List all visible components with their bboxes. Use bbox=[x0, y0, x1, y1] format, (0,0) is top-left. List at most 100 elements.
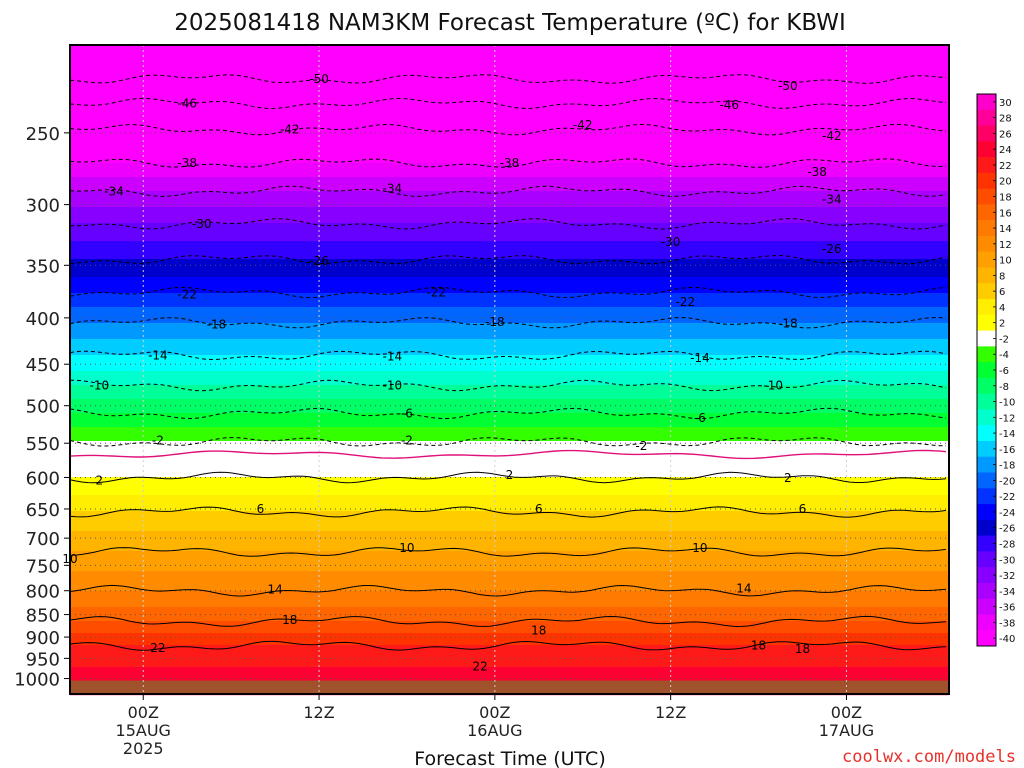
temp-band bbox=[70, 589, 949, 592]
colorbar-swatch bbox=[977, 299, 996, 316]
temp-band bbox=[70, 291, 949, 294]
colorbar-swatch bbox=[977, 157, 996, 174]
temp-band bbox=[70, 67, 949, 70]
x-tick-label: 00Z bbox=[479, 703, 510, 722]
temp-band bbox=[70, 371, 949, 374]
plot-fill-layer bbox=[70, 45, 949, 696]
colorbar-swatch bbox=[977, 267, 996, 284]
isotherm-line bbox=[70, 379, 947, 392]
temp-band bbox=[70, 627, 949, 630]
temp-band bbox=[70, 347, 949, 350]
temp-band bbox=[70, 603, 949, 606]
contour-label: 10 bbox=[692, 541, 707, 555]
temp-band bbox=[70, 47, 949, 50]
colorbar-label: -10 bbox=[999, 398, 1015, 409]
temp-band bbox=[70, 81, 949, 84]
contour-label: -22 bbox=[177, 288, 197, 302]
temp-band bbox=[70, 367, 949, 370]
temp-band bbox=[70, 155, 949, 158]
temp-band bbox=[70, 599, 949, 602]
temp-band bbox=[70, 275, 949, 278]
temp-band bbox=[70, 633, 949, 636]
temp-band bbox=[70, 501, 949, 504]
contour-label: -30 bbox=[192, 217, 212, 231]
temp-band bbox=[70, 239, 949, 242]
colorbar-swatch bbox=[977, 393, 996, 410]
temp-band bbox=[70, 635, 949, 638]
temp-band bbox=[70, 661, 949, 664]
temp-band bbox=[70, 421, 949, 424]
temp-band bbox=[70, 587, 949, 590]
temp-band bbox=[70, 413, 949, 416]
temp-band bbox=[70, 315, 949, 318]
colorbar-label: -18 bbox=[999, 461, 1015, 472]
temp-band bbox=[70, 341, 949, 344]
temp-band bbox=[70, 511, 949, 514]
temp-band bbox=[70, 147, 949, 150]
temp-band bbox=[70, 317, 949, 320]
contour-label: -14 bbox=[690, 351, 710, 365]
temp-band bbox=[70, 547, 949, 550]
temp-band bbox=[70, 531, 949, 534]
contour-label: -18 bbox=[778, 317, 798, 331]
temp-band bbox=[70, 151, 949, 154]
colorbar-label: -8 bbox=[999, 382, 1009, 393]
contour-label: -34 bbox=[382, 182, 402, 196]
temp-band bbox=[70, 79, 949, 82]
temp-band bbox=[70, 625, 949, 628]
temp-band bbox=[70, 543, 949, 546]
isotherm-line bbox=[69, 158, 947, 168]
temp-band bbox=[70, 373, 949, 376]
temp-band bbox=[70, 65, 949, 68]
contour-label: -46 bbox=[177, 96, 197, 110]
temp-band bbox=[70, 537, 949, 540]
x-axis-title: Forecast Time (UTC) bbox=[414, 748, 605, 768]
isotherm-line bbox=[69, 218, 947, 230]
temp-band bbox=[70, 131, 949, 134]
colorbar-label: 28 bbox=[999, 114, 1012, 125]
temp-band bbox=[70, 395, 949, 398]
temp-band bbox=[70, 653, 949, 656]
contour-label: -22 bbox=[675, 295, 695, 309]
temp-band bbox=[70, 335, 949, 338]
temp-band bbox=[70, 561, 949, 564]
temp-band bbox=[70, 469, 949, 472]
isotherm-layer bbox=[69, 74, 947, 651]
temp-band bbox=[70, 605, 949, 608]
chart-title: 2025081418 NAM3KM Forecast Temperature (… bbox=[174, 10, 846, 36]
x-tick-label: 16AUG bbox=[467, 721, 522, 740]
temp-band bbox=[70, 393, 949, 396]
isotherm-line bbox=[69, 506, 947, 518]
temp-band bbox=[70, 63, 949, 66]
contour-label: -2 bbox=[152, 433, 164, 447]
temp-band bbox=[70, 445, 949, 448]
temp-band bbox=[70, 437, 949, 440]
temp-band bbox=[70, 227, 949, 230]
temp-band bbox=[70, 671, 949, 674]
colorbar-swatch bbox=[977, 472, 996, 489]
temp-band bbox=[70, 677, 949, 680]
temp-band bbox=[70, 257, 949, 260]
temp-band bbox=[70, 185, 949, 188]
temp-band bbox=[70, 333, 949, 336]
temp-band bbox=[70, 497, 949, 500]
colorbar-label: -26 bbox=[999, 524, 1015, 535]
temp-band bbox=[70, 593, 949, 596]
colorbar-label: -32 bbox=[999, 571, 1015, 582]
temp-band bbox=[70, 523, 949, 526]
temp-band bbox=[70, 299, 949, 302]
colorbar-swatch bbox=[977, 582, 996, 600]
colorbar-swatch bbox=[977, 425, 996, 442]
temp-band bbox=[70, 563, 949, 566]
x-tick-label: 00Z bbox=[128, 703, 159, 722]
temp-band bbox=[70, 503, 949, 506]
x-tick-label: 15AUG bbox=[116, 721, 171, 740]
temp-band bbox=[70, 591, 949, 594]
temp-band bbox=[70, 183, 949, 186]
temp-band bbox=[70, 73, 949, 76]
colorbar-label: 6 bbox=[999, 287, 1005, 298]
temp-band bbox=[70, 219, 949, 222]
contour-label: -6 bbox=[694, 411, 706, 425]
temp-band bbox=[70, 553, 949, 556]
